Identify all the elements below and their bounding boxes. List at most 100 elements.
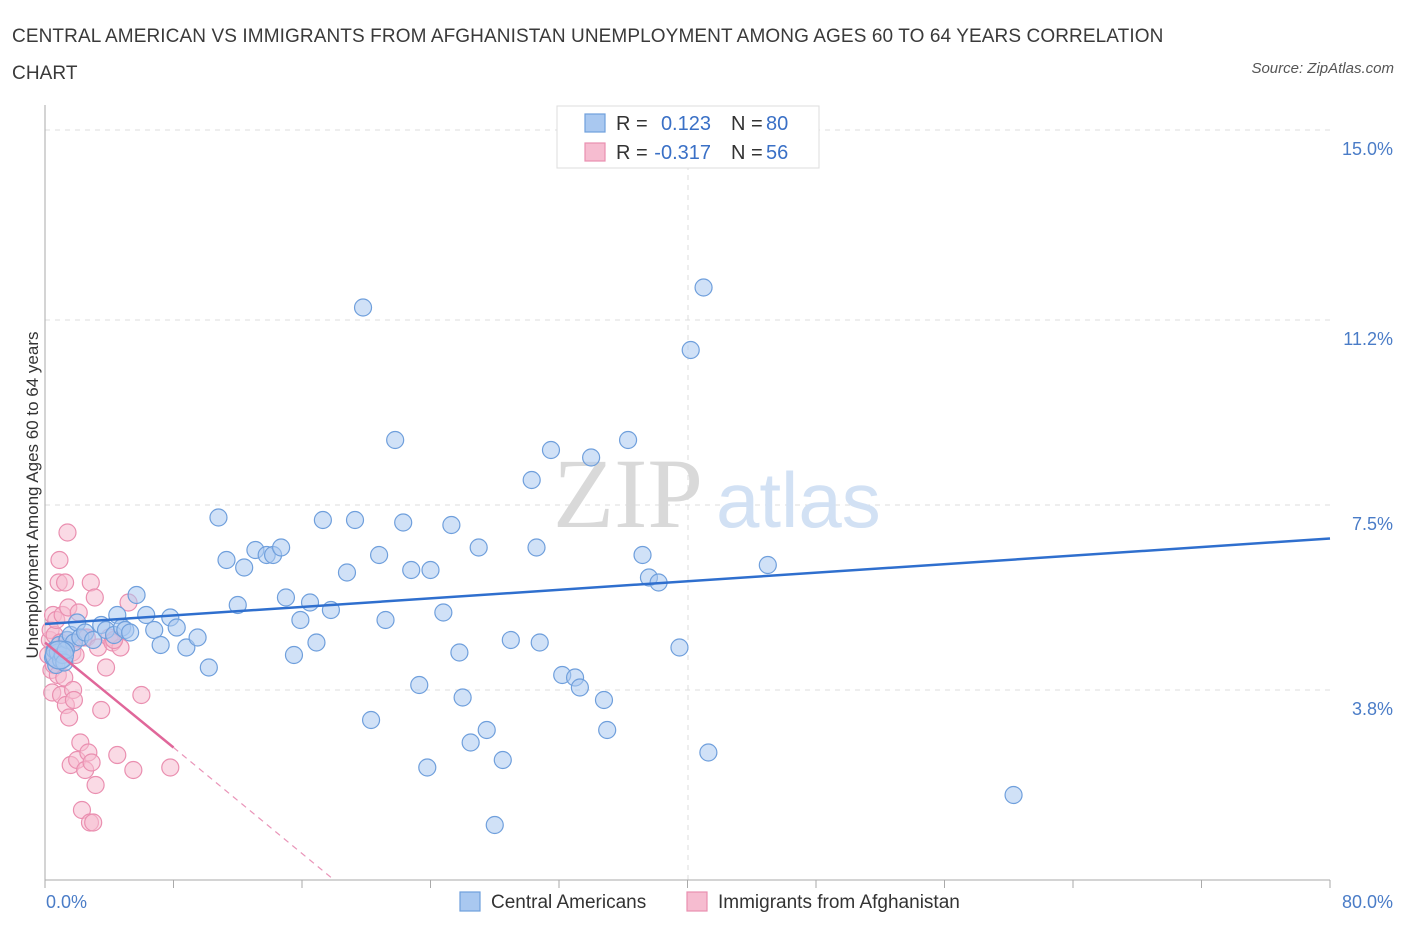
afghanistan-point-53 — [161, 758, 180, 777]
legend-swatch-afghanistan — [686, 891, 708, 912]
central-american-point-86 — [699, 743, 718, 762]
y-tick-label-1: 7.5% — [1352, 514, 1393, 534]
y-tick-label-2: 11.2% — [1343, 329, 1393, 349]
central-american-point-24 — [145, 620, 164, 640]
central-american-point-44 — [313, 510, 332, 530]
central-american-point-54 — [402, 560, 421, 580]
central-american-point-53 — [394, 513, 413, 532]
central-american-point-40 — [284, 645, 304, 665]
central-american-point-33 — [228, 595, 247, 615]
central-american-point-29 — [188, 628, 207, 647]
central-american-point-48 — [353, 298, 373, 317]
legend-r-label-2: R = — [616, 142, 648, 164]
central-american-point-87 — [758, 555, 777, 575]
afghanistan-trend — [44, 641, 175, 749]
central-american-point-65 — [485, 815, 504, 835]
central-american-point-39 — [276, 588, 296, 607]
central-american-point-50 — [370, 545, 389, 565]
legend-swatch-central-americans — [459, 891, 481, 912]
y-tick-labels: 3.8% 7.5% 11.2% 15.0% — [1342, 139, 1393, 719]
central-american-point-55 — [410, 675, 429, 695]
central-american-point-52 — [386, 430, 405, 450]
central-american-point-63 — [469, 538, 488, 557]
central-american-point-47 — [345, 510, 365, 530]
source-label: Source: ZipAtlas.com — [1251, 60, 1394, 77]
afghanistan-point-42 — [86, 775, 105, 795]
central-american-point-46 — [337, 563, 357, 582]
legend-central-americans: Central Americans — [491, 892, 646, 913]
central-american-point-32 — [217, 550, 236, 570]
central-american-point-61 — [453, 688, 472, 707]
central-american-point-66 — [493, 750, 512, 770]
x-tick-labels: 0.0% 80.0% — [46, 892, 1393, 912]
central-american-point-74 — [570, 678, 589, 697]
central-american-point-38 — [272, 538, 291, 557]
afghanistan-point-23 — [59, 708, 79, 727]
legend-n-label-1: N = — [731, 113, 763, 135]
central-american-point-71 — [541, 440, 561, 460]
legend-swatch-blue — [584, 113, 606, 133]
series-legend: Central Americans Immigrants from Afghan… — [459, 891, 960, 913]
afghanistan-points — [39, 523, 180, 832]
correlation-legend: R = 0.123 N = 80 R = -0.317 N = 56 — [556, 105, 820, 169]
afghanistan-point-38 — [81, 573, 100, 592]
central-american-point-56 — [418, 758, 437, 777]
y-axis-title: Unemployment Among Ages 60 to 64 years — [23, 332, 42, 659]
legend-n-label-2: N = — [731, 142, 763, 164]
legend-r-value-2: -0.317 — [654, 142, 711, 164]
central-american-point-21 — [121, 623, 140, 642]
central-american-point-60 — [450, 643, 469, 662]
afghanistan-point-45 — [96, 658, 116, 677]
central-american-point-51 — [376, 610, 395, 630]
central-american-point-30 — [199, 658, 218, 677]
afghanistan-point-27 — [64, 690, 84, 710]
afghanistan-point-55 — [55, 573, 75, 592]
central-american-trend — [44, 537, 1331, 626]
afghanistan-point-44 — [92, 700, 111, 720]
central-american-point-57 — [421, 560, 440, 580]
afghanistan-point-39 — [82, 753, 101, 772]
central-american-point-14 — [84, 630, 103, 650]
central-american-point-76 — [594, 690, 614, 710]
legend-n-value-1: 80 — [766, 113, 788, 135]
central-american-point-85 — [694, 278, 713, 297]
y-tick-label-3: 15.0% — [1342, 139, 1393, 159]
x-tick-label-1: 80.0% — [1342, 892, 1393, 912]
legend-r-value-1: 0.123 — [661, 113, 711, 135]
central-american-point-84 — [681, 340, 700, 360]
central-american-point-49 — [361, 710, 381, 730]
central-american-point-70 — [530, 633, 549, 652]
central-american-point-79 — [633, 545, 652, 565]
watermark-atlas: atlas — [716, 456, 881, 544]
afghanistan-point-51 — [124, 760, 143, 780]
central-american-point-22 — [127, 585, 146, 605]
x-tick-label-0: 0.0% — [46, 892, 87, 912]
afghanistan-point-48 — [108, 745, 127, 765]
legend-afghanistan: Immigrants from Afghanistan — [718, 892, 960, 913]
afghanistan-point-52 — [132, 685, 151, 705]
central-american-point-41 — [291, 610, 310, 630]
afghanistan-point-12 — [50, 550, 69, 570]
afghanistan-point-40 — [84, 813, 103, 832]
y-tick-label-0: 3.8% — [1352, 699, 1393, 719]
central-american-point-69 — [527, 538, 546, 557]
central-american-point-25 — [151, 635, 170, 655]
central-american-point-68 — [522, 470, 541, 490]
central-american-point-27 — [167, 618, 186, 637]
central-american-point-31 — [209, 508, 228, 527]
central-american-point-62 — [461, 733, 480, 752]
afghanistan-point-41 — [85, 588, 104, 607]
central-american-point-78 — [618, 430, 638, 450]
central-american-point-83 — [670, 638, 689, 657]
central-american-point-23 — [137, 605, 156, 625]
afghanistan-trend-extension — [173, 747, 335, 881]
central-american-point-34 — [235, 558, 254, 577]
watermark-zip: ZIP — [553, 438, 703, 549]
central-american-point-67 — [501, 630, 520, 650]
chart-title: CENTRAL AMERICAN VS IMMIGRANTS FROM AFGH… — [12, 26, 1164, 84]
legend-swatch-pink — [584, 142, 606, 162]
central-american-point-64 — [477, 720, 496, 740]
central-american-point-58 — [434, 603, 453, 622]
central-american-point-42 — [300, 593, 320, 612]
